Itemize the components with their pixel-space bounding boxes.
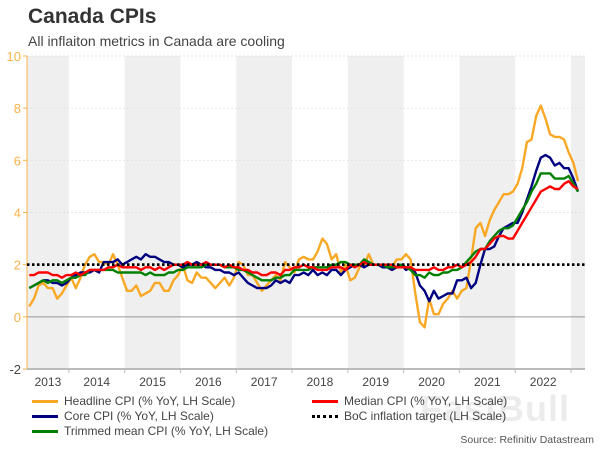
legend-item-boc-target: BoC inflation target (LH Scale) bbox=[312, 409, 506, 423]
legend-label: Median CPI (% YoY, LH Scale) bbox=[344, 394, 508, 408]
x-tick-label: 2018 bbox=[307, 375, 334, 389]
y-tick-label: -2 bbox=[9, 362, 21, 377]
y-tick-label: 2 bbox=[14, 258, 21, 273]
watermark-text: FastBull bbox=[420, 388, 571, 429]
legend-swatch bbox=[312, 399, 338, 403]
x-tick-label: 2013 bbox=[35, 375, 62, 389]
legend-swatch bbox=[32, 414, 58, 418]
chart-subtitle: All inflaiton metrics in Canada are cool… bbox=[28, 33, 285, 49]
legend-label: BoC inflation target (LH Scale) bbox=[344, 409, 507, 423]
x-tick-label: 2017 bbox=[251, 375, 278, 389]
x-tick-label: 2015 bbox=[139, 375, 166, 389]
x-tick-label: 2021 bbox=[474, 375, 501, 389]
x-tick-label: 2019 bbox=[362, 375, 389, 389]
chart-title: Canada CPIs bbox=[28, 5, 157, 28]
legend-label: Trimmed mean CPI (% YoY, LH Scale) bbox=[64, 424, 269, 438]
legend-label: Headline CPI (% YoY, LH Scale) bbox=[64, 394, 236, 408]
source-note: Source: Refinitiv Datastream bbox=[460, 434, 594, 446]
legend-swatch bbox=[312, 414, 338, 418]
x-tick-label: 2022 bbox=[530, 375, 557, 389]
y-tick-label: 8 bbox=[14, 101, 21, 116]
x-tick-label: 2016 bbox=[195, 375, 222, 389]
watermark-logo: FastBull bbox=[420, 388, 570, 430]
y-tick-label: 0 bbox=[14, 310, 21, 325]
legend-swatch bbox=[32, 429, 58, 433]
year-band-shading bbox=[571, 56, 585, 369]
legend-item-trimmed: Trimmed mean CPI (% YoY, LH Scale) bbox=[32, 424, 268, 438]
y-tick-label: 4 bbox=[14, 206, 21, 221]
legend-label: Core CPI (% YoY, LH Scale) bbox=[64, 409, 214, 423]
x-tick-label: 2014 bbox=[83, 375, 110, 389]
legend-swatch bbox=[32, 399, 58, 403]
y-tick-label: 10 bbox=[7, 49, 21, 64]
y-tick-label: 6 bbox=[14, 153, 21, 168]
legend-item-median: Median CPI (% YoY, LH Scale) bbox=[312, 394, 507, 408]
legend-item-core: Core CPI (% YoY, LH Scale) bbox=[32, 409, 214, 423]
legend-item-headline: Headline CPI (% YoY, LH Scale) bbox=[32, 394, 235, 408]
line-chart: -2 0 2 4 6 8 10 2013 2014 2015 2016 2017 2018 2019 202… bbox=[7, 49, 585, 389]
x-tick-label: 2020 bbox=[418, 375, 445, 389]
